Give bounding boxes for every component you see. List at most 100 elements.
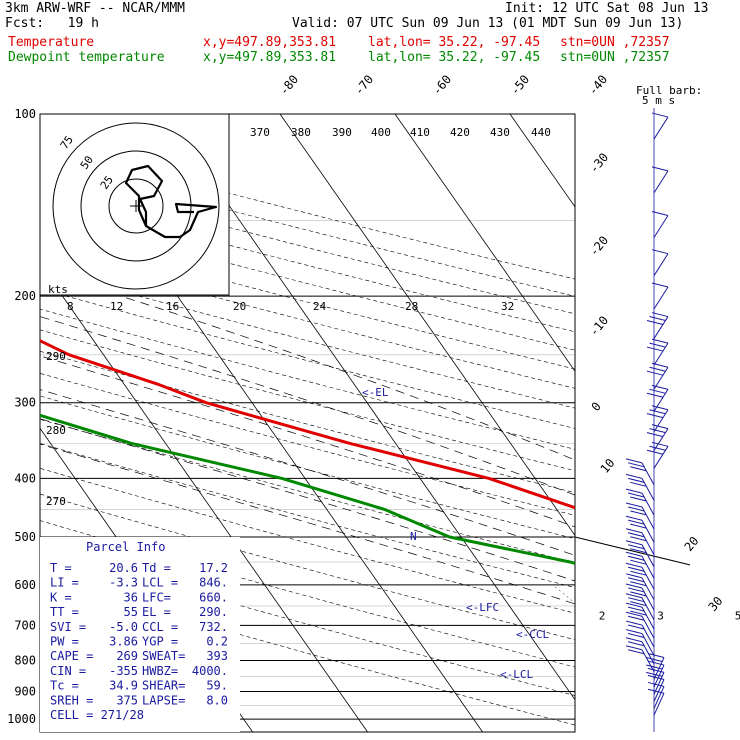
theta-left-label: 280 <box>46 424 66 437</box>
wind-barb-flag <box>647 681 665 687</box>
valid-time: Valid: 07 UTC Sun 09 Jun 13 (01 MDT Sun … <box>292 16 684 31</box>
theta-top-label: 430 <box>490 126 510 139</box>
isotherm-label: 10 <box>598 456 618 476</box>
model-title: 3km ARW-WRF -- NCAR/MMM <box>5 1 186 16</box>
wind-barb-flag <box>628 519 645 525</box>
hodograph-speed-label: 12 <box>110 300 123 313</box>
wind-barb-flag <box>628 641 645 647</box>
pressure-label: 800 <box>14 654 36 668</box>
temperature-legend-latlon: lat,lon= 35.22, -97.45 <box>368 35 541 50</box>
wind-barb-staff <box>641 597 655 620</box>
wind-barb-flag <box>630 510 647 516</box>
parcel-row-label: SREH = <box>50 693 93 707</box>
parcel-row-label: CCL = <box>142 620 178 634</box>
parcel-row-value: 36 <box>124 590 138 604</box>
hodograph-ring-label: 75 <box>58 133 76 151</box>
hodograph-trace <box>124 164 218 239</box>
hodograph-speed-label: 20 <box>233 300 246 313</box>
pressure-label: 200 <box>14 289 36 303</box>
dry-adiabat <box>40 329 575 472</box>
dewpoint-legend-xy: x,y=497.89,353.81 <box>203 50 337 65</box>
wind-barb-flag <box>625 562 643 568</box>
skew-edge <box>574 536 691 566</box>
parcel-level-annotation: <-LCL <box>500 668 533 681</box>
pressure-label: 400 <box>14 471 36 485</box>
isotherm-line <box>394 114 575 372</box>
wind-barb-flag <box>628 633 645 638</box>
parcel-row-value: 8.0 <box>206 693 228 707</box>
mixing-ratio-label: 5 <box>735 609 740 622</box>
wind-barb-flag <box>625 611 643 617</box>
parcel-row-value: 20.6 <box>109 561 138 575</box>
wind-barb-flag <box>628 624 645 630</box>
isotherm-line <box>625 114 740 732</box>
parcel-row-value: 3.86 <box>109 635 138 649</box>
parcel-row-label: LFC= <box>142 590 171 604</box>
wind-barb-flag <box>651 312 669 318</box>
hodograph-ring-label: 25 <box>98 173 116 191</box>
parcel-row-label: TT = <box>50 605 79 619</box>
moist-adiabat <box>40 418 575 582</box>
wind-barb-flag <box>628 555 645 561</box>
parcel-row-label: PW = <box>50 635 79 649</box>
isotherm-label: 0 <box>589 399 604 414</box>
wind-barb-flag <box>625 602 643 608</box>
parcel-row-label: SVI = <box>50 620 86 634</box>
isotherm-label: -20 <box>587 233 612 259</box>
wind-barb-flag <box>651 441 669 447</box>
theta-top-label: 410 <box>410 126 430 139</box>
wind-barb-staff <box>653 664 665 688</box>
wind-barb-flag <box>646 449 664 455</box>
wind-barbs <box>625 108 669 732</box>
wind-barb-flag <box>628 615 645 621</box>
wind-barb-staff <box>641 506 655 530</box>
wind-barb-flag <box>649 445 666 451</box>
parcel-row-value: 375 <box>116 693 138 707</box>
wind-barb-flag <box>647 667 665 673</box>
parcel-info-background <box>40 537 240 732</box>
wind-barb-flag <box>649 428 666 434</box>
isotherm-label: -10 <box>587 313 612 339</box>
isotherm-label: -50 <box>508 72 533 98</box>
wind-barb-staff <box>641 532 655 556</box>
hodograph-box <box>39 113 230 296</box>
wind-barb-flag <box>628 606 645 612</box>
parcel-row-label: YGP = <box>142 635 178 649</box>
parcel-level-annotation: <-CCL <box>516 628 549 641</box>
wind-barb-flag <box>628 566 645 572</box>
isotherm-line <box>0 114 23 732</box>
wind-barb-flag <box>651 211 669 217</box>
parcel-row-label: K = <box>50 590 72 604</box>
pressure-label: 500 <box>14 530 36 544</box>
wind-barb-flag <box>651 112 669 118</box>
temperature-legend-stn: stn=0UN ,72357 <box>560 35 670 50</box>
wind-barb-flag <box>628 477 645 483</box>
wind-barb-staff <box>641 616 655 639</box>
wind-barb-flag <box>625 583 643 589</box>
temperature-legend-label: Temperature <box>8 35 95 50</box>
dry-adiabat <box>40 230 575 370</box>
dewpoint-legend-latlon: lat,lon= 35.22, -97.45 <box>368 50 541 65</box>
wind-barb-flag <box>651 362 669 368</box>
wind-barb-staff <box>641 577 655 601</box>
forecast-hour: Fcst: 19 h <box>5 16 99 31</box>
dry-adiabat <box>40 443 575 588</box>
wind-barb-flag <box>646 392 664 398</box>
wind-barb-staff <box>641 567 655 590</box>
wind-barb-flag <box>625 551 643 557</box>
wind-barb-flag <box>630 523 647 529</box>
pressure-label: 600 <box>14 578 36 592</box>
wind-barb-flag <box>630 536 647 542</box>
isotherm-label: -40 <box>586 72 611 98</box>
hodograph-ring <box>52 122 220 290</box>
dewpoint-line <box>40 413 575 566</box>
wind-barb-flag <box>625 645 643 651</box>
wind-barb-flag <box>651 405 669 411</box>
theta-top-label: 420 <box>450 126 470 139</box>
parcel-level-annotation: <-EL <box>362 386 389 399</box>
wind-barb-staff <box>653 316 669 339</box>
parcel-row-value: 4000. <box>192 664 228 678</box>
wind-barb-flag <box>625 502 643 508</box>
